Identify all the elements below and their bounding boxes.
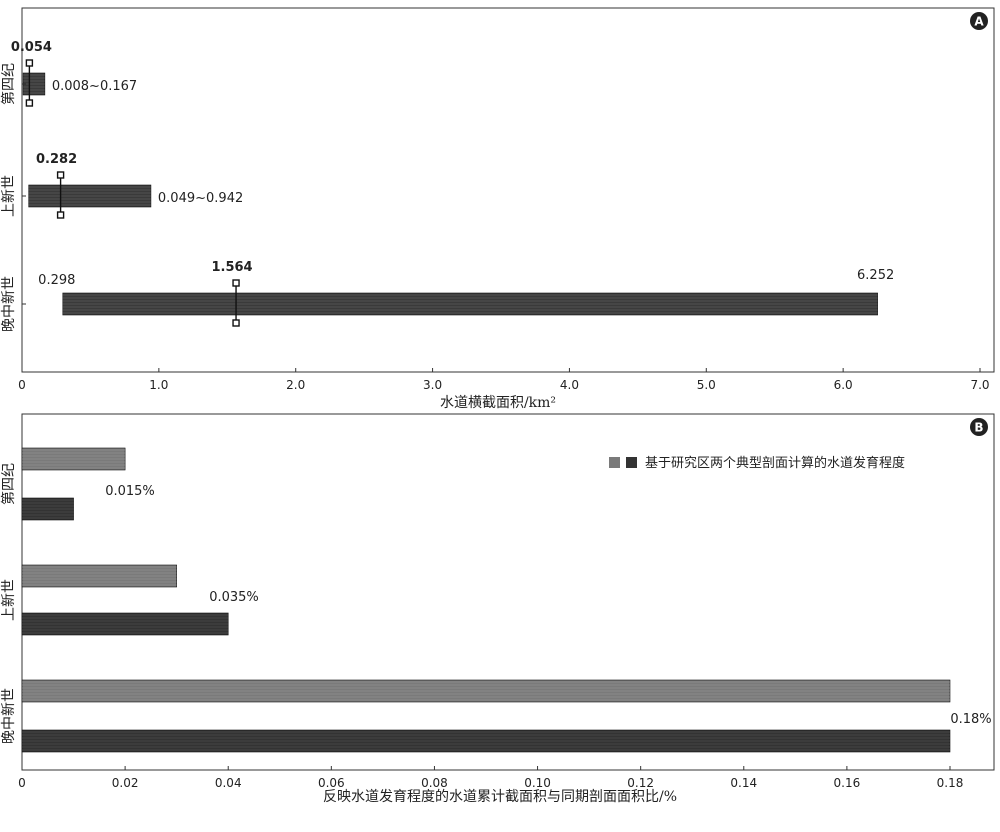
x-tick-label: 4.0 [560,378,579,392]
x-tick-label: 0.12 [627,776,654,790]
data-label: 0.035% [209,590,259,605]
panel-a-bars: 0.054 0.008~0.167 0.282 0.049~0.942 1.564 0.2… [11,40,894,327]
mean-label: 0.282 [36,152,77,167]
max-label: 6.252 [857,268,894,283]
x-tick-label: 0.14 [730,776,757,790]
data-label: 0.18% [950,712,991,727]
panel-a-x-ticks: 0 1.0 2.0 3.0 4.0 5.0 6.0 7.0 [18,368,990,392]
x-tick-label: 7.0 [970,378,989,392]
x-tick-label: 3.0 [423,378,442,392]
x-tick-label: 0 [18,378,26,392]
x-tick-label: 0.08 [421,776,448,790]
category-label: 上新世 [1,175,17,217]
legend-swatch-dark [626,457,637,468]
range-bar [28,184,152,208]
x-tick-label: 0.02 [112,776,139,790]
x-tick-label: 6.0 [834,378,853,392]
panel-a: A 0 1.0 2.0 3.0 4.0 5.0 6.0 7.0 0.054 0.008~0.16… [0,7,995,411]
category-label: 晚中新世 [1,276,17,332]
x-tick-label: 0 [18,776,26,790]
x-tick-label: 5.0 [697,378,716,392]
range-label: 0.008~0.167 [52,79,137,94]
x-tick-label: 2.0 [286,378,305,392]
mean-marker [232,279,240,327]
panel-a-frame [21,7,995,373]
bar-series-1 [21,447,126,471]
bar-series-1 [21,564,177,588]
panel-a-badge-label: A [974,15,984,29]
panel-a-badge [970,12,988,30]
mean-marker [25,59,34,107]
data-label: 0.015% [105,484,155,499]
bar-series-2 [21,729,951,753]
range-bar [62,292,878,316]
panel-a-x-axis-title: 水道横截面积/km² [440,395,556,411]
mean-label: 1.564 [211,260,252,275]
panel-b-x-axis-title: 反映水道发育程度的水道累计截面积与同期剖面面积比/% [323,789,677,805]
mean-marker [56,171,65,219]
min-label: 0.298 [38,273,75,288]
x-tick-label: 0.06 [318,776,345,790]
category-label: 晚中新世 [1,688,17,744]
x-tick-label: 0.04 [215,776,242,790]
category-label: 上新世 [1,579,17,621]
mean-label: 0.054 [11,40,52,55]
panel-b-frame [21,413,995,771]
category-label: 第四纪 [0,463,17,505]
legend-label: 基于研究区两个典型剖面计算的水道发育程度 [645,455,905,471]
legend-swatch-light [609,457,620,468]
panel-b-badge-label: B [974,421,983,435]
bar-series-1 [21,679,951,703]
x-tick-label: 0.16 [834,776,861,790]
panel-b-badge [970,418,988,436]
category-label: 第四纪 [0,63,17,105]
bar-series-2 [21,612,229,636]
panel-b-legend: 基于研究区两个典型剖面计算的水道发育程度 [609,455,905,471]
panel-b-bars: 0.015% 0.035% 0.18% [21,447,992,753]
x-tick-label: 1.0 [149,378,168,392]
x-tick-label: 0.18 [937,776,964,790]
bar-series-2 [21,497,74,521]
range-label: 0.049~0.942 [158,191,243,206]
panel-b: B 0 0.02 0.04 0.06 0.08 0.10 0.12 0.14 0.16 0.18 … [0,413,995,805]
x-tick-label: 0.10 [524,776,551,790]
panel-b-x-ticks: 0 0.02 0.04 0.06 0.08 0.10 0.12 0.14 0.16 0.18 [18,766,963,790]
range-bar [22,72,46,96]
